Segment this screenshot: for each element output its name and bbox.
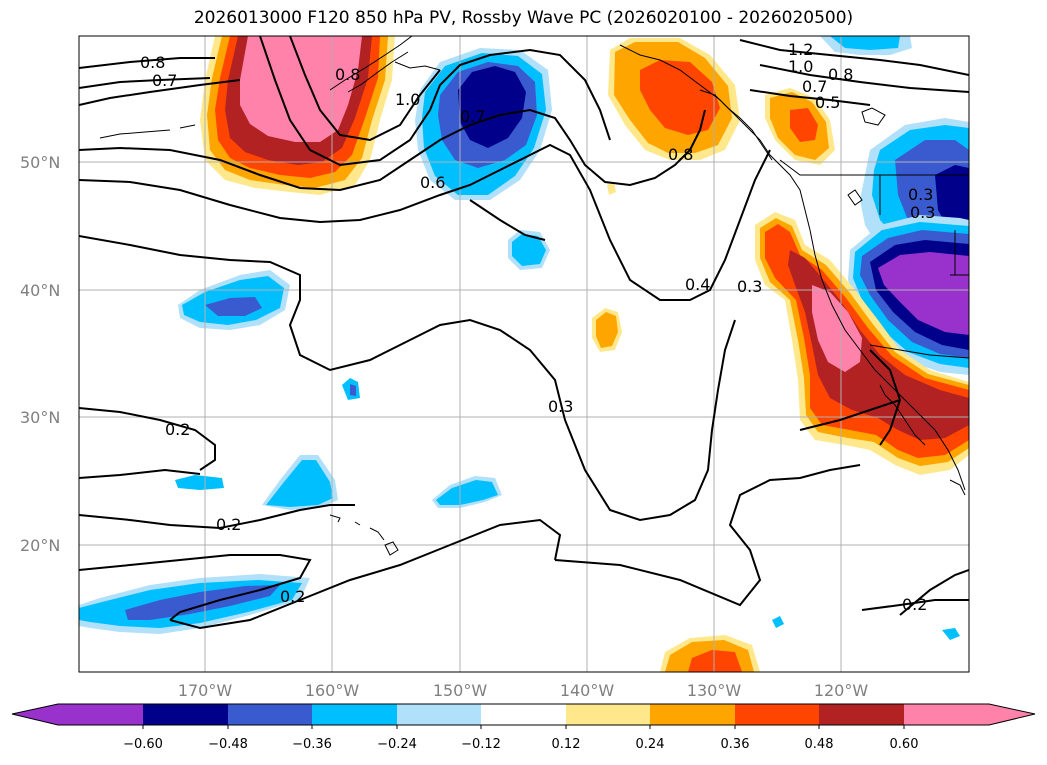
colorbar-bin <box>58 704 143 725</box>
colorbar-tick-label: 0.12 <box>552 737 581 752</box>
gridlines <box>79 36 969 672</box>
lon-label-150w: 150°W <box>433 681 488 700</box>
colorbar-bin <box>904 704 989 725</box>
contour-label: 0.7 <box>152 71 177 90</box>
colorbar-extend-max <box>989 704 1035 725</box>
colorbar-bin <box>397 704 481 725</box>
contour-label: 0.6 <box>420 173 445 192</box>
lat-label-30n: 30°N <box>20 408 60 427</box>
contour-label: 0.2 <box>280 587 305 606</box>
contour-label: 0.7 <box>460 107 485 126</box>
shaded-anomalies <box>79 36 969 672</box>
contour-label: 0.4 <box>685 275 710 294</box>
contour-label: 1.2 <box>788 40 813 59</box>
colorbar-tick-label: −0.24 <box>377 737 417 752</box>
colorbar-bin <box>143 704 228 725</box>
lat-label-50n: 50°N <box>20 153 60 172</box>
positive-anomaly-west-coast <box>755 212 969 475</box>
colorbar-tick-label: −0.36 <box>292 737 332 752</box>
lon-label-140w: 140°W <box>560 681 615 700</box>
colorbar-bin <box>819 704 904 725</box>
contour-label: 0.8 <box>140 53 165 72</box>
colorbar-bin <box>735 704 819 725</box>
colorbar-extend-min <box>12 704 58 725</box>
contour-label: 0.2 <box>165 420 190 439</box>
lat-label-40n: 40°N <box>20 281 60 300</box>
contour-label: 0.5 <box>815 93 840 112</box>
latitude-labels: 50°N 40°N 30°N 20°N <box>20 153 60 555</box>
lon-label-130w: 130°W <box>687 681 742 700</box>
positive-anomaly-coast <box>765 88 835 165</box>
colorbar-bin <box>481 704 566 725</box>
lon-label-160w: 160°W <box>305 681 360 700</box>
colorbar-outline <box>11 703 1036 726</box>
lon-label-120w: 120°W <box>814 681 869 700</box>
colorbar-tick-label: −0.12 <box>461 737 501 752</box>
positive-anomaly-small <box>592 182 622 352</box>
colorbar-tick-label: −0.48 <box>208 737 248 752</box>
colorbar-bin <box>228 704 312 725</box>
contour-label: 0.8 <box>335 65 360 84</box>
colorbar-bin <box>566 704 650 725</box>
longitude-labels: 170°W 160°W 150°W 140°W 130°W 120°W <box>178 681 869 700</box>
colorbar-tick-label: 0.48 <box>805 737 834 752</box>
positive-anomaly-south <box>660 635 760 672</box>
map-area: 0.8 0.7 0.8 1.0 0.7 0.6 0.8 1.2 1.0 0.8 … <box>79 36 969 672</box>
contour-label: 0.3 <box>910 203 935 222</box>
colorbar: −0.60 −0.48 −0.36 −0.24 −0.12 0.12 0.24 … <box>11 703 1036 752</box>
negative-anomaly-north <box>415 48 552 200</box>
colorbar-bin <box>650 704 735 725</box>
lon-label-170w: 170°W <box>178 681 233 700</box>
contour-label: 0.3 <box>548 397 573 416</box>
contour-label: 0.3 <box>737 277 762 296</box>
colorbar-ticks <box>142 725 905 729</box>
contour-labels: 0.8 0.7 0.8 1.0 0.7 0.6 0.8 1.2 1.0 0.8 … <box>140 40 935 614</box>
contour-label: 0.7 <box>802 77 827 96</box>
contour-label: 0.3 <box>908 185 933 204</box>
contour-label: 0.2 <box>902 595 927 614</box>
positive-anomaly-ne <box>608 38 740 160</box>
contour-label: 0.2 <box>216 515 241 534</box>
contour-label: 1.0 <box>788 57 813 76</box>
map-title: 2026013000 F120 850 hPa PV, Rossby Wave … <box>193 8 854 28</box>
contour-label: 0.8 <box>828 65 853 84</box>
lat-label-20n: 20°N <box>20 536 60 555</box>
colorbar-bin <box>312 704 397 725</box>
pv-contours <box>79 36 969 630</box>
colorbar-tick-label: 0.24 <box>636 737 665 752</box>
map-frame <box>78 35 970 673</box>
colorbar-tick-label: −0.60 <box>123 737 163 752</box>
coastlines <box>99 36 969 556</box>
negative-anomaly-patches <box>79 230 960 640</box>
colorbar-tick-label: 0.60 <box>890 737 919 752</box>
colorbar-tick-label: 0.36 <box>721 737 750 752</box>
contour-label: 1.0 <box>395 90 420 109</box>
contour-label: 0.8 <box>668 145 693 164</box>
